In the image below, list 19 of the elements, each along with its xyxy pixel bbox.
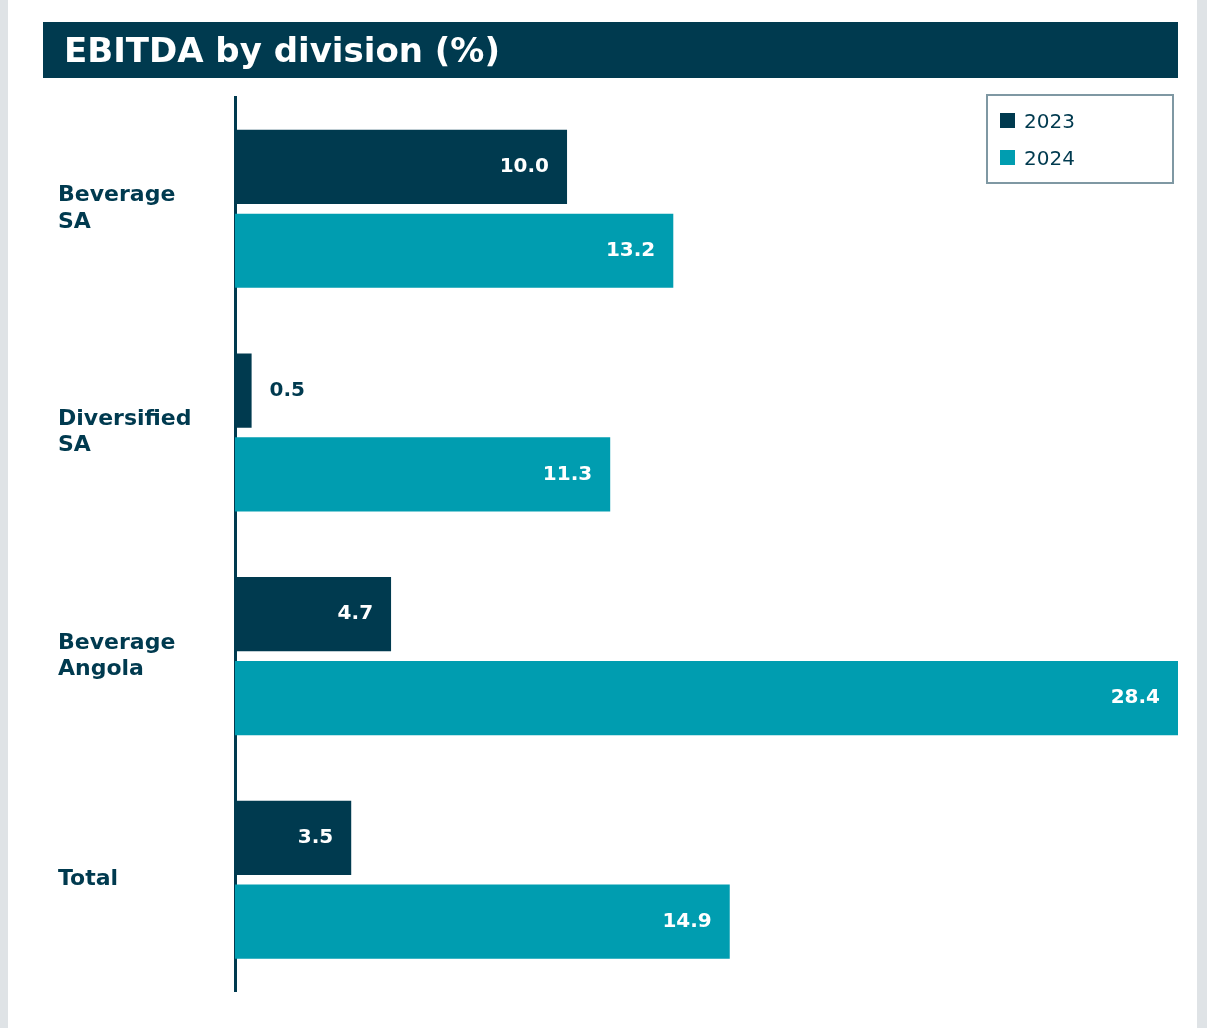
data-label: 11.3 (542, 460, 593, 485)
chart-title: EBITDA by division (%) (43, 22, 1178, 78)
bar (235, 437, 611, 512)
data-label: 10.0 (499, 153, 550, 178)
y-tick-label: Beverage Angola (58, 628, 176, 681)
data-label: 14.9 (662, 907, 712, 932)
bar (235, 884, 730, 959)
y-tick-label: Total (58, 865, 119, 891)
y-tick-label: Beverage SA (58, 181, 176, 233)
legend-label: 2024 (1024, 145, 1075, 170)
data-label: 0.5 (269, 376, 306, 401)
bar (235, 213, 674, 288)
data-label: 3.5 (297, 824, 334, 849)
data-label: 28.4 (1110, 684, 1160, 709)
legend-label: 2023 (1024, 108, 1075, 133)
bar (235, 660, 1178, 736)
y-tick-label: Diversified SA (58, 404, 192, 457)
data-label: 4.7 (337, 600, 374, 625)
data-label: 13.2 (605, 236, 656, 261)
